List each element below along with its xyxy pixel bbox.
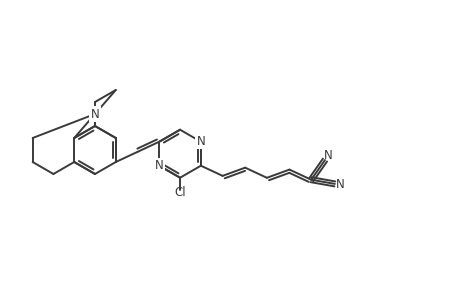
Text: N: N — [323, 149, 331, 163]
Text: N: N — [90, 107, 99, 121]
Text: N: N — [196, 135, 205, 148]
Text: Cl: Cl — [174, 186, 185, 199]
Text: N: N — [155, 159, 163, 172]
Text: N: N — [335, 178, 343, 191]
